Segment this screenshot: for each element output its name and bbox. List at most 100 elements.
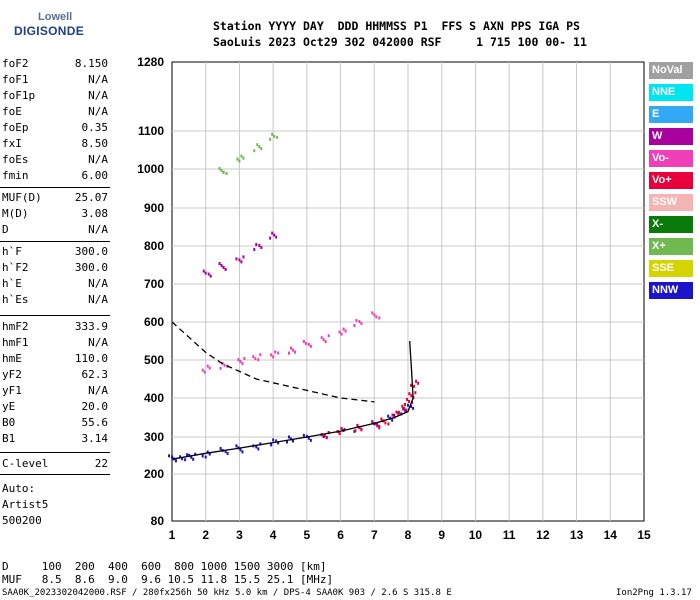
data-point <box>239 360 242 363</box>
data-point <box>371 421 374 425</box>
param-value: 55.6 <box>81 416 109 429</box>
y-tick-label: 1280 <box>137 55 164 69</box>
param-row: D N/A <box>2 223 108 239</box>
param-value: 333.9 <box>74 320 108 333</box>
param-row: h`F 300.0 <box>2 245 108 261</box>
param-name: foE <box>2 105 22 118</box>
param-row: B1 3.14 <box>2 432 108 448</box>
param-value: 0.35 <box>81 121 109 134</box>
data-point <box>397 412 400 416</box>
data-point <box>277 441 280 445</box>
param-value: 22 <box>94 457 108 470</box>
data-point <box>410 394 413 398</box>
data-point <box>414 391 417 395</box>
param-row: foF1 N/A <box>2 73 108 89</box>
data-point <box>320 336 323 340</box>
data-point <box>305 434 308 438</box>
legend-item: W <box>649 128 693 145</box>
footer-file-info: SAA0K_2023302042000.RSF / 280fx256h 50 k… <box>2 588 452 598</box>
data-point <box>238 258 241 262</box>
param-row: foEp 0.35 <box>2 121 108 137</box>
data-point <box>204 271 207 275</box>
data-point <box>343 427 346 431</box>
data-point <box>358 426 361 430</box>
x-tick-label: 12 <box>536 528 550 542</box>
data-point <box>253 248 256 251</box>
param-row: foF2 8.150 <box>2 57 108 73</box>
param-name: hmF2 <box>2 320 29 333</box>
param-name: foEs <box>2 153 29 166</box>
data-point <box>168 454 170 458</box>
data-point <box>241 362 244 365</box>
data-point <box>270 443 273 447</box>
data-point <box>257 358 260 362</box>
data-point <box>393 413 396 417</box>
data-point <box>344 329 347 333</box>
data-point <box>288 435 290 439</box>
data-point <box>222 266 225 269</box>
data-point <box>302 339 305 343</box>
data-point <box>391 413 394 417</box>
param-name: foEp <box>2 121 29 134</box>
data-point <box>272 355 275 359</box>
data-point <box>356 424 359 428</box>
param-name: yF2 <box>2 368 22 381</box>
data-point <box>269 236 272 240</box>
y-tick-label: 400 <box>144 391 164 405</box>
y-tick-label: 900 <box>144 201 164 215</box>
separator-line <box>0 315 110 316</box>
muf-value-row: MUF 8.5 8.6 9.0 9.6 10.5 11.8 15.5 25.1 … <box>2 573 334 586</box>
data-point <box>376 424 379 428</box>
x-tick-label: 1 <box>169 528 176 542</box>
data-point <box>401 404 404 408</box>
x-tick-label: 3 <box>236 528 243 542</box>
param-value: N/A <box>88 73 108 86</box>
data-point <box>206 364 209 368</box>
data-point <box>408 399 410 403</box>
data-point <box>171 455 173 459</box>
separator-line <box>0 474 110 475</box>
data-point <box>413 384 416 388</box>
data-point <box>219 366 222 370</box>
data-point <box>373 313 376 317</box>
autoscale-method: Artist5 <box>2 498 49 511</box>
data-point <box>276 135 279 139</box>
data-point <box>201 454 204 458</box>
param-row: C-level 22 <box>2 457 108 473</box>
data-point <box>403 406 406 410</box>
x-tick-label: 7 <box>371 528 378 542</box>
x-tick-label: 2 <box>202 528 209 542</box>
param-row: hmF2 333.9 <box>2 320 108 336</box>
data-point <box>240 154 243 158</box>
data-point <box>322 338 325 342</box>
data-point <box>253 149 256 153</box>
param-row: h`E N/A <box>2 277 108 293</box>
param-value: 6.00 <box>81 169 109 182</box>
param-name: B0 <box>2 416 16 429</box>
data-point <box>240 260 243 264</box>
data-point <box>235 257 238 261</box>
data-point <box>202 269 205 273</box>
param-name: foF2 <box>2 57 29 70</box>
data-point <box>360 322 363 325</box>
legend-item: Vo+ <box>649 172 693 189</box>
data-point <box>272 438 275 442</box>
param-value: N/A <box>88 336 108 349</box>
y-tick-label: 800 <box>144 239 164 253</box>
data-point <box>243 357 246 360</box>
data-point <box>307 436 310 440</box>
param-name: foF1p <box>2 89 36 102</box>
data-point <box>338 330 341 334</box>
legend-item: NNE <box>649 84 693 101</box>
data-point <box>307 342 310 346</box>
data-point <box>371 311 374 315</box>
data-point <box>256 143 259 147</box>
y-tick-label: 700 <box>144 277 164 291</box>
param-name: h`Es <box>2 293 29 306</box>
x-tick-label: 6 <box>337 528 344 542</box>
param-name: yE <box>2 400 16 413</box>
data-point <box>338 431 341 435</box>
x-tick-label: 9 <box>438 528 445 542</box>
param-value: 62.3 <box>81 368 109 381</box>
data-point <box>410 404 412 408</box>
